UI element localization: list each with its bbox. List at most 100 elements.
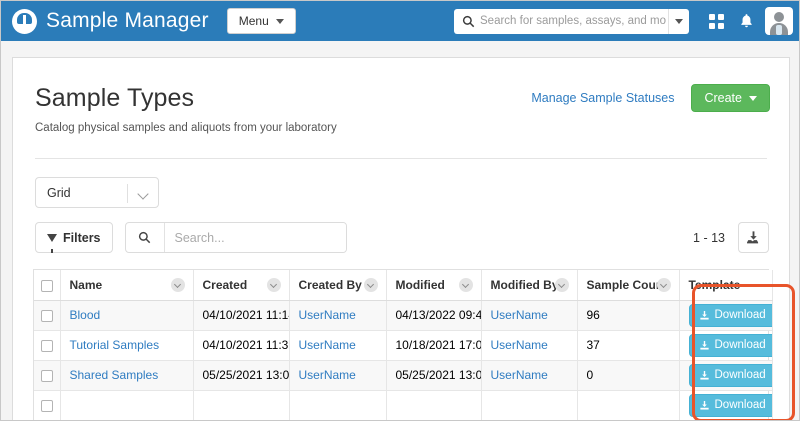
column-label: Created By <box>298 277 362 292</box>
column-menu-icon[interactable] <box>266 278 281 292</box>
create-button[interactable]: Create <box>691 84 770 112</box>
column-menu-icon[interactable] <box>458 278 473 292</box>
funnel-icon <box>47 233 57 253</box>
user-link[interactable]: UserName <box>298 368 356 382</box>
grid-search-input[interactable] <box>164 223 346 252</box>
table-row[interactable]: Blood 04/10/2021 11:14 UserName 04/13/20… <box>34 300 773 331</box>
download-template-button[interactable]: Download <box>688 393 771 417</box>
grid-search <box>124 222 347 253</box>
row-checkbox[interactable] <box>40 339 53 352</box>
row-checkbox[interactable] <box>40 309 53 322</box>
data-grid: Name Created Created By Modified <box>33 269 773 420</box>
filters-button[interactable]: Filters <box>35 222 113 253</box>
cell-created: 04/10/2021 11:39 <box>193 330 290 361</box>
app-bar-actions <box>454 1 793 41</box>
cell-sample-count: 96 <box>577 300 680 331</box>
cell-created-by: UserName <box>289 300 387 331</box>
bell-icon[interactable] <box>733 8 759 34</box>
user-link[interactable]: UserName <box>490 338 548 352</box>
apps-grid-icon[interactable] <box>703 8 729 34</box>
column-label: Sample Count <box>586 277 668 292</box>
grid-header-row: Name Created Created By Modified <box>34 270 773 301</box>
column-menu-icon[interactable] <box>656 278 671 292</box>
column-header-sample-count[interactable]: Sample Count <box>577 270 680 301</box>
cell-created <box>193 390 290 420</box>
brand-name: Sample Manager <box>46 9 209 32</box>
export-download-icon[interactable] <box>738 222 769 253</box>
cell-name: Blood <box>60 300 194 331</box>
page-header-actions: Manage Sample Statuses Create <box>531 84 770 112</box>
cell-modified: 10/18/2021 17:08 <box>386 330 482 361</box>
column-menu-icon[interactable] <box>363 278 378 292</box>
sample-type-link[interactable]: Tutorial Samples <box>69 338 160 352</box>
select-all-cell <box>34 270 61 301</box>
cell-modified-by: UserName <box>481 360 578 391</box>
brand[interactable]: Sample Manager <box>12 8 209 34</box>
page-header: Sample Types Catalog physical samples an… <box>13 58 789 159</box>
chevron-down-icon <box>137 188 149 200</box>
sample-type-link[interactable]: Shared Samples <box>69 368 159 382</box>
create-button-label: Create <box>704 91 742 105</box>
cell-template: Download <box>679 330 773 361</box>
menu-button[interactable]: Menu <box>226 8 296 34</box>
column-menu-icon[interactable] <box>170 278 185 292</box>
cell-name: Tutorial Samples <box>60 330 194 361</box>
column-header-modified[interactable]: Modified <box>386 270 482 301</box>
cell-modified-by: UserName <box>481 300 578 331</box>
column-label: Created <box>202 277 248 292</box>
cell-sample-count: 37 <box>577 330 680 361</box>
top-app-bar: Sample Manager Menu <box>1 1 799 41</box>
global-search-input[interactable] <box>480 15 666 27</box>
select-all-checkbox[interactable] <box>40 279 53 292</box>
download-icon <box>699 370 709 380</box>
row-select-cell <box>34 360 61 391</box>
page-card: Sample Types Catalog physical samples an… <box>12 57 790 420</box>
cell-modified: 04/13/2022 09:40 <box>386 300 482 331</box>
cell-sample-count <box>577 390 680 420</box>
cell-modified <box>386 390 482 420</box>
row-checkbox[interactable] <box>40 369 53 382</box>
download-icon <box>699 310 709 320</box>
cell-modified-by: UserName <box>481 330 578 361</box>
download-label: Download <box>714 339 766 351</box>
row-checkbox[interactable] <box>40 399 53 412</box>
download-template-button[interactable]: Download <box>688 303 771 327</box>
manage-sample-statuses-link[interactable]: Manage Sample Statuses <box>531 91 675 105</box>
column-header-modified-by[interactable]: Modified By <box>481 270 578 301</box>
search-icon[interactable] <box>126 223 165 252</box>
column-header-created-by[interactable]: Created By <box>289 270 387 301</box>
column-header-template[interactable]: Template <box>679 270 773 301</box>
global-search[interactable] <box>454 8 689 34</box>
user-link[interactable]: UserName <box>298 308 356 322</box>
cell-name: Shared Samples <box>60 360 194 391</box>
cell-created: 05/25/2021 13:03 <box>193 360 290 391</box>
cell-sample-count: 0 <box>577 360 680 391</box>
page-title: Sample Types <box>35 84 195 112</box>
table-row[interactable]: Download <box>34 390 773 420</box>
user-link[interactable]: UserName <box>490 308 548 322</box>
cell-modified: 05/25/2021 13:04 <box>386 360 482 391</box>
grid-toolbar: Grid Filters <box>13 159 789 253</box>
download-icon <box>699 400 709 410</box>
column-menu-icon[interactable] <box>554 278 569 292</box>
search-dropdown-caret-icon[interactable] <box>675 18 683 24</box>
download-template-button[interactable]: Download <box>688 333 771 357</box>
sample-type-link[interactable]: Blood <box>69 308 101 322</box>
user-link[interactable]: UserName <box>298 338 356 352</box>
view-select[interactable]: Grid <box>35 177 159 208</box>
user-link[interactable]: UserName <box>490 368 548 382</box>
page-subtitle: Catalog physical samples and aliquots fr… <box>35 122 337 134</box>
table-row[interactable]: Tutorial Samples 04/10/2021 11:39 UserNa… <box>34 330 773 361</box>
column-header-created[interactable]: Created <box>193 270 290 301</box>
column-header-name[interactable]: Name <box>60 270 194 301</box>
search-icon <box>462 15 475 27</box>
cell-created-by <box>289 390 387 420</box>
pager-range: 1 - 13 <box>693 230 725 245</box>
user-avatar-icon[interactable] <box>765 7 793 35</box>
cell-created: 04/10/2021 11:14 <box>193 300 290 331</box>
column-label: Template <box>688 277 741 292</box>
table-row[interactable]: Shared Samples 05/25/2021 13:03 UserName… <box>34 360 773 391</box>
download-template-button[interactable]: Download <box>688 363 771 387</box>
cell-created-by: UserName <box>289 330 387 361</box>
